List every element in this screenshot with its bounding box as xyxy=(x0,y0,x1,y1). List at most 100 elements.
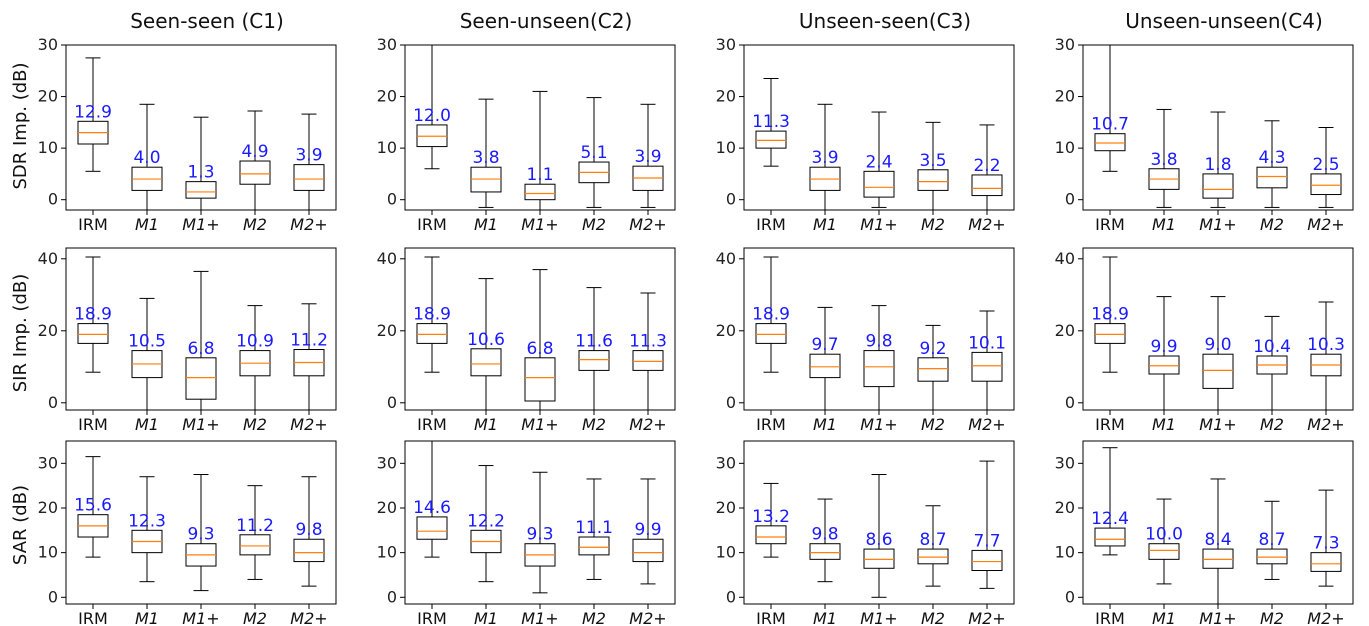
box-iqr xyxy=(1310,552,1342,572)
box-value-label: 2.5 xyxy=(1312,155,1339,175)
box-iqr xyxy=(1202,548,1234,569)
y-tick-label: 0 xyxy=(726,587,736,606)
panel-2-3: 0 20 40 18.9 IRM 9.7 M1 9.8 M1+ 9.2 M2 10.1 M2+ xyxy=(716,247,1015,434)
column-title-c1: Seen-seen (C1) xyxy=(130,9,284,33)
column-title-c4: Unseen-unseen(C4) xyxy=(1125,9,1323,33)
y-tick-label: 0 xyxy=(387,587,397,606)
y-tick-label: 20 xyxy=(1055,321,1075,340)
x-tick-label: M2 xyxy=(243,415,267,434)
box-iqr xyxy=(755,323,787,344)
panel-2-1: 0 20 40 18.9 IRM 10.5 M1 6.8 M1+ 10.9 M2 11.2 M2+ xyxy=(38,247,337,434)
x-tick-label: M2 xyxy=(582,415,606,434)
box-iqr xyxy=(578,350,610,371)
x-tick-label: M2 xyxy=(921,415,945,434)
y-tick-label: 0 xyxy=(387,393,397,412)
y-tick-label: 30 xyxy=(38,35,58,54)
box-value-label: 9.8 xyxy=(295,520,322,540)
box-value-label: 6.8 xyxy=(187,339,214,359)
box-value-label: 12.0 xyxy=(413,106,451,126)
x-tick-label: M2+ xyxy=(1307,215,1344,234)
box-iqr xyxy=(1256,548,1288,565)
box-value-label: 4.9 xyxy=(241,142,268,162)
x-tick-label: M1 xyxy=(474,415,498,434)
y-tick-label: 20 xyxy=(716,498,736,517)
y-tick-label: 0 xyxy=(1065,190,1075,209)
x-tick-label: IRM xyxy=(78,215,108,234)
y-tick-label: 20 xyxy=(377,87,397,106)
box-value-label: 3.9 xyxy=(811,148,838,168)
x-tick-label: M2+ xyxy=(968,609,1005,626)
box-iqr xyxy=(971,174,1003,197)
box-value-label: 8.6 xyxy=(865,530,892,550)
box-iqr xyxy=(1094,527,1126,547)
box-group xyxy=(1094,45,1342,208)
box-value-label: 13.2 xyxy=(752,507,790,527)
y-tick-label: 10 xyxy=(377,138,397,157)
box-iqr xyxy=(1094,323,1126,344)
box-iqr xyxy=(755,130,787,149)
x-tick-label: M1 xyxy=(1152,215,1176,234)
x-tick-label: IRM xyxy=(756,215,786,234)
panel-3-4: 0 10 20 30 12.4 IRM 10.0 M1 8.4 M1+ 8.7 M2 7.3 M2+ xyxy=(1055,440,1354,626)
box-iqr xyxy=(524,183,556,201)
box-value-label: 4.0 xyxy=(133,148,160,168)
x-tick-label: IRM xyxy=(417,415,447,434)
box-value-label: 11.3 xyxy=(752,112,790,132)
x-tick-label: M1 xyxy=(1152,415,1176,434)
column-titles: Seen-seen (C1) Seen-unseen(C2) Unseen-se… xyxy=(130,9,1323,33)
x-tick-label: M1 xyxy=(813,215,837,234)
box-group xyxy=(755,460,1003,598)
x-tick-label: M2 xyxy=(582,215,606,234)
box-iqr xyxy=(293,538,325,563)
box-value-label: 14.6 xyxy=(413,498,451,518)
box-iqr xyxy=(863,548,895,569)
y-tick-label: 10 xyxy=(716,543,736,562)
box-iqr xyxy=(863,350,895,388)
box-iqr xyxy=(185,181,217,199)
box-value-label: 11.2 xyxy=(236,516,274,536)
box-value-label: 11.1 xyxy=(575,518,613,538)
box-value-label: 10.3 xyxy=(1307,335,1345,355)
box-iqr xyxy=(416,516,448,540)
panel-3-1: 0 10 20 30 15.6 IRM 12.3 M1 9.3 M1+ 11.2 M2 9.8 M2+ xyxy=(38,440,337,626)
y-tick-label: 30 xyxy=(38,453,58,472)
box-value-label: 10.6 xyxy=(467,330,505,350)
y-tick-label: 10 xyxy=(377,543,397,562)
box-value-label: 9.9 xyxy=(1150,337,1177,357)
x-tick-label: M1 xyxy=(135,215,159,234)
y-tick-label: 10 xyxy=(716,138,736,157)
x-tick-label: IRM xyxy=(1095,415,1125,434)
box-value-label: 11.3 xyxy=(629,332,667,352)
y-tick-label: 0 xyxy=(48,587,58,606)
x-tick-label: M2+ xyxy=(290,609,327,626)
row-labels: SDR Imp. (dB) SIR Imp. (dB) SAR (dB) xyxy=(10,62,31,565)
panel-1-3: 0 10 20 30 11.3 IRM 3.9 M1 2.4 M1+ 3.5 M2 2.2 M2+ xyxy=(716,35,1015,234)
box-value-label: 11.6 xyxy=(575,332,613,352)
y-tick-label: 0 xyxy=(387,190,397,209)
x-tick-label: IRM xyxy=(756,609,786,626)
box-value-label: 18.9 xyxy=(1091,305,1129,325)
x-tick-label: M1+ xyxy=(521,215,558,234)
box-value-label: 1.1 xyxy=(526,165,553,185)
box-value-label: 12.4 xyxy=(1091,509,1129,529)
box-iqr xyxy=(917,548,949,565)
x-tick-label: M2+ xyxy=(290,415,327,434)
column-title-c2: Seen-unseen(C2) xyxy=(460,9,633,33)
box-value-label: 8.4 xyxy=(1204,530,1231,550)
x-tick-label: M1 xyxy=(1152,609,1176,626)
x-tick-label: IRM xyxy=(756,415,786,434)
x-tick-label: M2 xyxy=(921,609,945,626)
x-tick-label: M1+ xyxy=(860,609,897,626)
y-tick-label: 40 xyxy=(716,249,736,268)
box-value-label: 9.8 xyxy=(865,332,892,352)
box-value-label: 2.2 xyxy=(973,156,1000,176)
y-tick-label: 0 xyxy=(726,190,736,209)
y-tick-label: 0 xyxy=(1065,393,1075,412)
box-value-label: 11.2 xyxy=(290,331,328,351)
box-group xyxy=(416,45,664,210)
y-tick-label: 40 xyxy=(377,249,397,268)
box-value-label: 3.9 xyxy=(634,147,661,167)
x-tick-label: M1+ xyxy=(1199,609,1236,626)
box-value-label: 12.9 xyxy=(74,102,112,122)
box-value-label: 18.9 xyxy=(752,305,790,325)
